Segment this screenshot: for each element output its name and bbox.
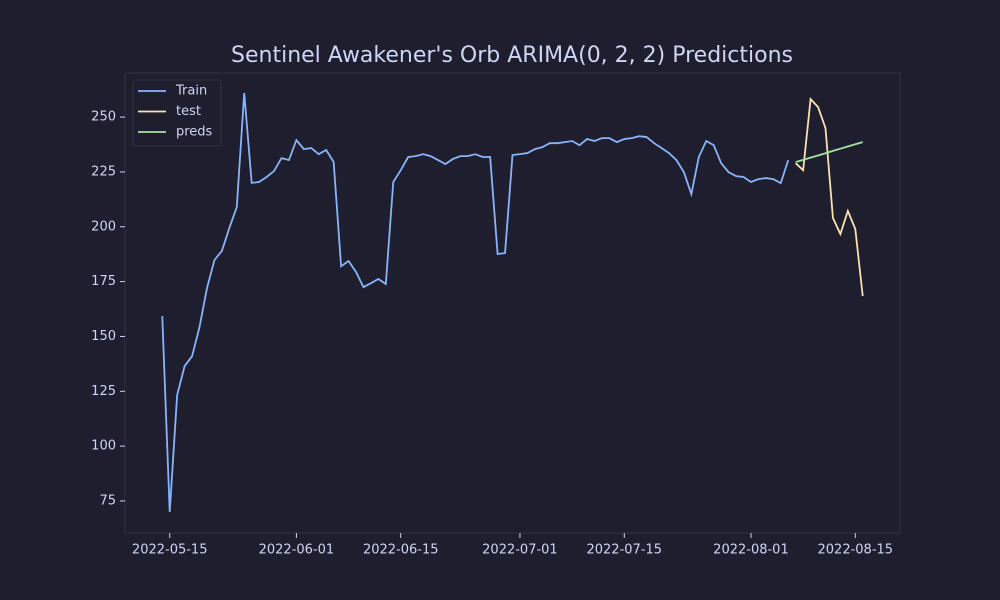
- y-tick-label: 200: [91, 219, 116, 234]
- plot-area: [124, 72, 901, 534]
- chart-title: Sentinel Awakener's Orb ARIMA(0, 2, 2) P…: [231, 43, 793, 68]
- x-tick-label: 2022-08-01: [713, 543, 789, 558]
- y-tick-label: 100: [91, 439, 116, 454]
- y-tick-label: 75: [99, 493, 116, 508]
- series-line: [795, 97, 864, 297]
- x-tick-label: 2022-06-15: [363, 543, 439, 558]
- y-tick-label: 150: [91, 329, 116, 344]
- x-tick-label: 2022-05-15: [132, 543, 208, 558]
- legend-label: test: [176, 104, 201, 119]
- y-tick-label: 175: [91, 274, 116, 289]
- x-tick-label: 2022-07-15: [586, 543, 662, 558]
- x-tick-label: 2022-08-15: [818, 543, 894, 558]
- legend-label: preds: [176, 125, 213, 140]
- legend-label: Train: [175, 84, 207, 99]
- series-line: [161, 92, 790, 512]
- y-tick-label: 225: [91, 164, 116, 179]
- y-tick-label: 250: [91, 110, 116, 125]
- x-tick-label: 2022-06-01: [259, 543, 335, 558]
- x-tick-label: 2022-07-01: [482, 543, 558, 558]
- series-line: [795, 141, 863, 163]
- y-tick-label: 125: [91, 384, 116, 399]
- legend-box: [132, 79, 222, 147]
